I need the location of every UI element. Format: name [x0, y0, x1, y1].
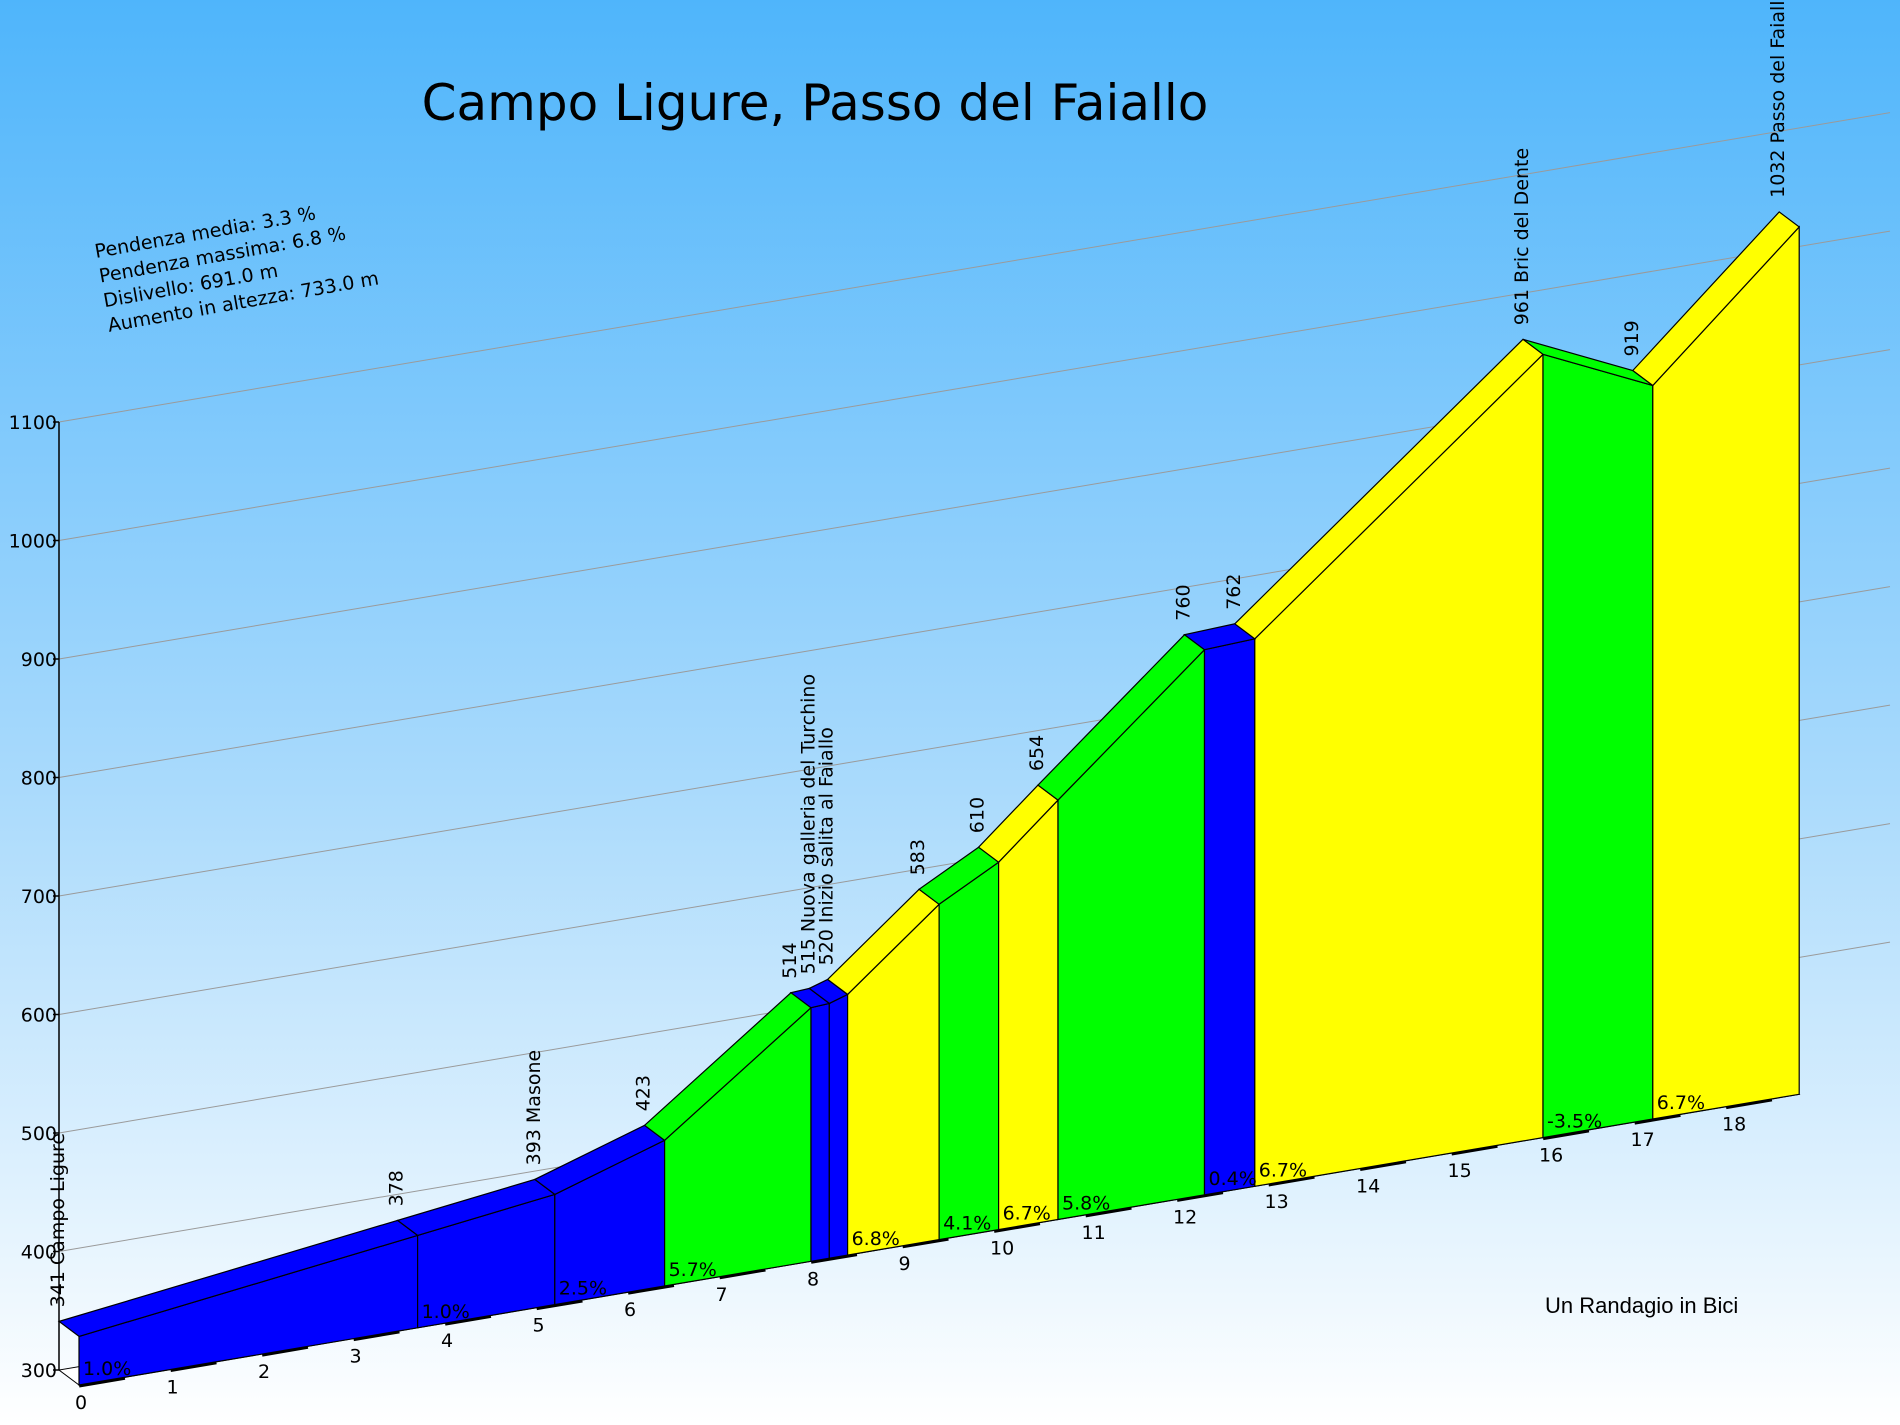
y-tick-label: 1000: [9, 531, 57, 553]
km-tick-label: 6: [624, 1299, 636, 1321]
km-tick-label: 12: [1173, 1206, 1197, 1228]
km-tick-label: 0: [75, 1392, 87, 1414]
grade-label: 6.7%: [1259, 1159, 1307, 1181]
km-tick-label: 16: [1539, 1145, 1563, 1167]
profile-top-faces: [57, 211, 1801, 1338]
y-tick-label: 400: [21, 1242, 57, 1264]
grade-label: 5.7%: [669, 1259, 717, 1281]
km-tick-label: 2: [258, 1361, 270, 1383]
km-tick-label: 13: [1265, 1191, 1289, 1213]
km-tick-label: 14: [1356, 1176, 1380, 1198]
km-tick-label: 3: [350, 1346, 362, 1368]
profile-segment-wall: [1542, 353, 1654, 1139]
waypoint-label: 654: [1026, 735, 1048, 771]
y-tick-label: 700: [21, 886, 57, 908]
km-tick-label: 4: [441, 1330, 453, 1352]
waypoint-label: 961 Bric del Dente: [1511, 148, 1533, 326]
profile-segment-top: [1631, 211, 1801, 387]
waypoint-label: 378: [386, 1170, 408, 1206]
waypoint-label: 520 Inizio salita al Faiallo: [816, 727, 838, 965]
y-tick-label: 1100: [9, 412, 57, 434]
km-tick-label: 9: [899, 1253, 911, 1275]
grade-label: 1.0%: [422, 1301, 470, 1323]
y-tick-label: 600: [21, 1005, 57, 1027]
profile-segment-wall: [828, 993, 849, 1259]
y-tick-label: 500: [21, 1123, 57, 1145]
waypoint-label: 423: [633, 1075, 655, 1111]
grade-labels: 1.0%1.0%2.5%5.7%6.8%4.1% 6.7% 5.8%0.4% 6.7%…: [83, 1092, 1705, 1380]
profile-segment-wall: [938, 861, 1000, 1241]
chart-title: Campo Ligure, Passo del Faiallo: [422, 74, 1209, 132]
grade-label: 2.5%: [559, 1278, 607, 1300]
waypoint-label: 583: [907, 839, 929, 875]
waypoint-label: 341 Campo Ligure: [47, 1133, 69, 1308]
grade-label: 4.1%: [943, 1213, 991, 1235]
credit-text: Un Randagio in Bici: [1545, 1293, 1738, 1318]
grid-line: [58, 230, 1891, 541]
waypoint-label: 610: [967, 797, 989, 833]
profile-segment-wall: [1203, 638, 1256, 1196]
km-tick-label: 10: [990, 1237, 1014, 1259]
km-tick-label: 17: [1631, 1129, 1655, 1151]
waypoint-label: 515 Nuova galleria del Turchino: [797, 674, 819, 975]
km-tick-label: 18: [1722, 1114, 1746, 1136]
grade-label: 5.8%: [1062, 1193, 1110, 1215]
km-tick-label: 5: [533, 1315, 545, 1337]
profile-walls: [78, 225, 1800, 1386]
waypoint-label: 1032 Passo del Faiallo: [1767, 0, 1789, 198]
km-tick-label: 11: [1082, 1222, 1106, 1244]
profile-segment-wall: [997, 798, 1059, 1231]
grade-label: 6.7%: [1657, 1092, 1705, 1114]
grade-label: 6.7%: [1003, 1203, 1051, 1225]
km-tick-label: 1: [167, 1377, 179, 1399]
grade-label: 0.4%: [1209, 1168, 1257, 1190]
grade-label: -3.5%: [1547, 1111, 1602, 1133]
km-tick-label: 8: [807, 1268, 819, 1290]
y-axis: 300 400 500 600 700 800 900 1000 1100: [9, 412, 60, 1382]
waypoint-label: 762: [1223, 574, 1245, 610]
km-tick-label: 15: [1448, 1160, 1472, 1182]
km-tick-label: 7: [716, 1284, 728, 1306]
grade-label: 6.8%: [852, 1228, 900, 1250]
waypoint-label: 514: [779, 942, 801, 978]
grid-line: [58, 112, 1891, 423]
waypoint-label: 919: [1621, 320, 1643, 356]
y-tick-label: 900: [21, 649, 57, 671]
waypoint-label: 760: [1173, 584, 1195, 620]
y-tick-label: 800: [21, 768, 57, 790]
profile-segment-wall: [810, 1002, 830, 1263]
waypoint-label: 393 Masone: [523, 1050, 545, 1166]
y-tick-label: 300: [21, 1360, 57, 1382]
grade-label: 1.0%: [83, 1358, 131, 1380]
